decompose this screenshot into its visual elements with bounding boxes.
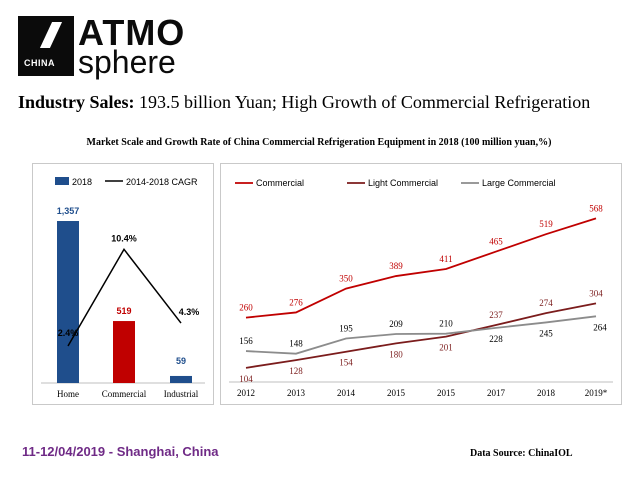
data-label: 228	[489, 334, 503, 344]
cagr-value-label: 2.4%	[58, 328, 79, 338]
data-label: 128	[289, 366, 303, 376]
cagr-value-label: 4.3%	[179, 307, 200, 317]
page-headline: Industry Sales: 193.5 billion Yuan; High…	[18, 92, 590, 113]
bar-chart-panel: 2018 2014-2018 CAGR 1,357 Home 519 Commercial…	[32, 163, 214, 405]
series-line-2	[245, 315, 597, 355]
data-label: 104	[239, 374, 253, 384]
logo-word-sphere: sphere	[78, 44, 176, 80]
legend-label: Large Commercial	[482, 178, 556, 188]
x-tick-label: Home	[57, 389, 79, 399]
logo-word-atmo: ATMO	[78, 12, 186, 53]
bar-value-label: 59	[176, 356, 186, 366]
data-label: 465	[489, 237, 503, 247]
x-tick-label: 2019*	[585, 388, 608, 398]
legend-label: Commercial	[256, 178, 304, 188]
bar-commercial	[113, 321, 135, 383]
data-label: 304	[589, 288, 603, 298]
x-tick-label: 2015	[387, 388, 406, 398]
data-label: 568	[589, 203, 603, 213]
x-tick-label: 2013	[287, 388, 306, 398]
data-label: 154	[339, 358, 353, 368]
data-label: 274	[539, 298, 553, 308]
series-line-0	[245, 217, 597, 319]
legend-label-cagr: 2014-2018 CAGR	[126, 177, 198, 187]
headline-bold: Industry Sales:	[18, 92, 135, 112]
cagr-value-label: 10.4%	[111, 233, 137, 243]
x-tick-label: 2012	[237, 388, 255, 398]
bar-home	[57, 221, 79, 383]
legend-swatch-2018	[55, 177, 69, 185]
data-label: 180	[389, 349, 403, 359]
data-label: 237	[489, 310, 503, 320]
logo-stripe	[39, 22, 63, 48]
data-label: 264	[593, 322, 607, 332]
data-label: 209	[389, 319, 403, 329]
data-source: Data Source: ChinaIOL	[470, 448, 573, 459]
legend-label-2018: 2018	[72, 177, 92, 187]
bar-chart: 2018 2014-2018 CAGR 1,357 Home 519 Commercial…	[41, 177, 205, 399]
cagr-line	[67, 247, 182, 347]
bar-industrial	[170, 375, 192, 383]
x-tick-label: 2015	[437, 388, 456, 398]
x-tick-label: Commercial	[102, 389, 147, 399]
bar-value-label: 1,357	[57, 206, 80, 216]
data-label: 260	[239, 303, 253, 313]
data-label: 210	[439, 319, 453, 329]
legend-label: Light Commercial	[368, 178, 438, 188]
data-label: 148	[289, 339, 303, 349]
event-date: 11-12/04/2019 - Shanghai, China	[22, 444, 219, 459]
data-label: 276	[289, 297, 303, 307]
data-label: 245	[539, 328, 553, 338]
headline-rest: 193.5 billion Yuan; High Growth of Comme…	[134, 92, 591, 112]
data-label: 201	[439, 343, 453, 353]
line-chart: Commercial Light Commercial Large Commerci…	[229, 178, 613, 398]
series-line-1	[245, 302, 597, 369]
bar-value-label: 519	[116, 306, 131, 316]
logo-badge: CHINA	[24, 58, 55, 68]
x-tick-label: Industrial	[164, 389, 199, 399]
data-label: 389	[389, 261, 403, 271]
data-label: 350	[339, 274, 353, 284]
x-tick-label: 2014	[337, 388, 356, 398]
data-label: 156	[239, 336, 253, 346]
x-tick-label: 2018	[537, 388, 556, 398]
logo-mark: CHINA	[18, 16, 74, 76]
data-label: 519	[539, 219, 553, 229]
line-chart-panel: Commercial Light Commercial Large Commerci…	[220, 163, 622, 405]
x-tick-label: 2017	[487, 388, 506, 398]
chart-subtitle: Market Scale and Growth Rate of China Co…	[86, 137, 552, 148]
data-label: 411	[439, 254, 452, 264]
data-label: 195	[339, 324, 353, 334]
atmosphere-logo: CHINA ATMO sphere	[18, 12, 188, 80]
